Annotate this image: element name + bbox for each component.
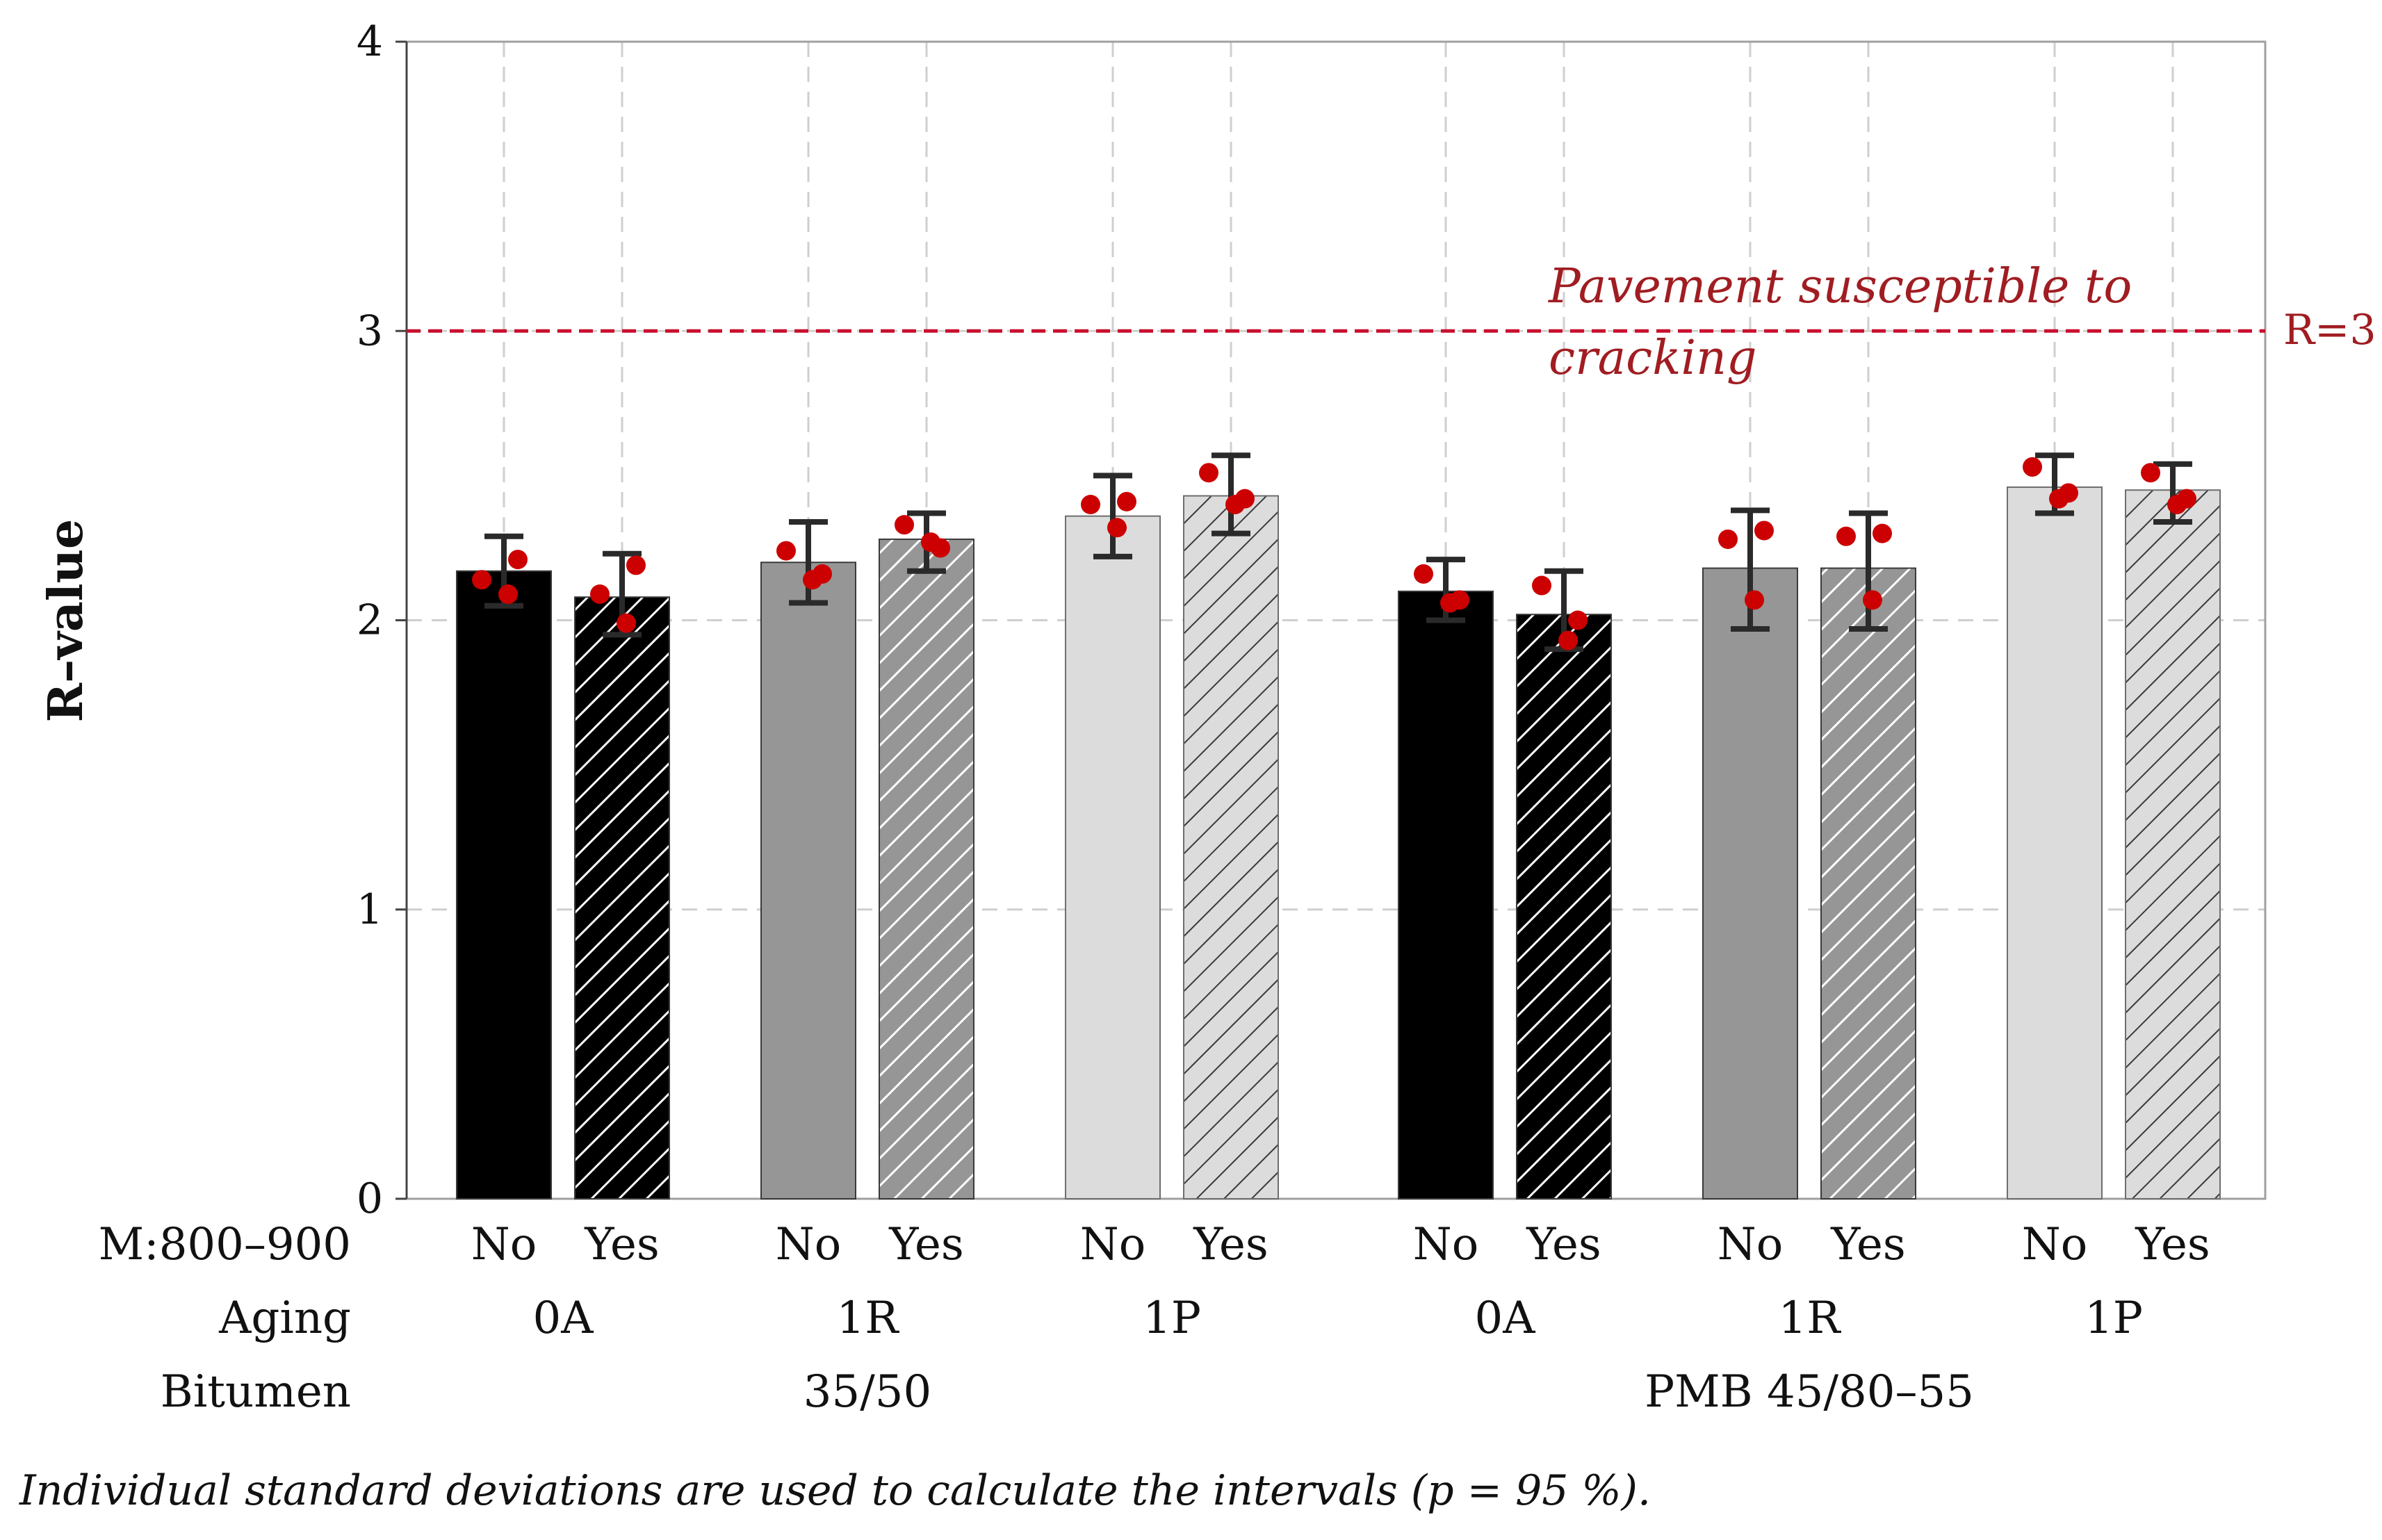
x-label-m-3: Yes: [888, 1219, 963, 1270]
point-7-1: [1568, 610, 1588, 630]
bar-5: [1183, 495, 1279, 1199]
point-2-2: [803, 570, 822, 590]
point-7-2: [1558, 630, 1578, 650]
threshold-annotation-line2: cracking: [1549, 331, 1757, 386]
bars: [456, 486, 2221, 1199]
point-1-0: [590, 584, 610, 605]
point-11-0: [2141, 463, 2160, 483]
point-4-1: [1117, 491, 1136, 511]
bar-6: [1398, 590, 1494, 1199]
point-1-2: [617, 613, 636, 633]
bar-4: [1065, 515, 1161, 1199]
ytick-label-2: 2: [357, 596, 383, 645]
bar-9: [1820, 567, 1916, 1199]
x-label-m-0: No: [471, 1219, 537, 1270]
bar-0: [456, 570, 552, 1199]
point-4-2: [1107, 518, 1127, 538]
point-9-2: [1863, 590, 1882, 610]
row-label-m: M:800–900: [99, 1219, 351, 1270]
x-label-aging-1: 1R: [837, 1293, 900, 1344]
y-axis-label: R–value: [38, 519, 94, 723]
x-label-m-7: Yes: [1526, 1219, 1601, 1270]
row-label-bitumen: Bitumen: [161, 1366, 351, 1418]
x-category-labels: No Yes No Yes No Yes No Yes No Yes No Yes 0A 1R 1P 0A 1R…: [471, 1219, 2210, 1418]
x-label-m-8: No: [1718, 1219, 1784, 1270]
ytick-label-4: 4: [357, 17, 383, 66]
point-3-0: [895, 515, 914, 535]
x-label-m-1: Yes: [584, 1219, 659, 1270]
bar-8: [1702, 567, 1798, 1199]
point-9-0: [1836, 526, 1856, 546]
point-4-0: [1081, 495, 1100, 514]
data-points: [472, 457, 2196, 650]
x-label-m-5: Yes: [1193, 1219, 1268, 1270]
error-bars: [484, 452, 2192, 653]
threshold-label: R=3: [2283, 306, 2376, 354]
x-label-m-11: Yes: [2135, 1219, 2210, 1270]
footnote: Individual standard deviations are used …: [19, 1466, 1651, 1515]
ytick-label-3: 3: [357, 306, 383, 355]
point-9-1: [1873, 523, 1892, 543]
bar-1: [574, 596, 670, 1199]
bar-11: [2125, 489, 2221, 1199]
point-2-0: [776, 541, 796, 561]
point-6-2: [1440, 593, 1460, 613]
ytick-label-0: 0: [357, 1174, 383, 1223]
bar-3: [879, 538, 974, 1199]
x-label-m-9: Yes: [1830, 1219, 1905, 1270]
point-10-2: [2049, 489, 2069, 509]
point-0-2: [498, 584, 518, 605]
point-7-0: [1532, 575, 1551, 596]
point-5-0: [1199, 463, 1218, 483]
bar-2: [760, 562, 856, 1199]
y-ticks: 0 1 2 3 4: [357, 17, 407, 1223]
x-label-aging-4: 1R: [1779, 1293, 1842, 1344]
x-label-m-4: No: [1080, 1219, 1146, 1270]
x-label-m-2: No: [776, 1219, 842, 1270]
bar-7: [1516, 614, 1612, 1199]
point-8-1: [1754, 521, 1774, 541]
point-6-0: [1414, 564, 1433, 584]
bar-10: [2007, 486, 2103, 1199]
point-0-1: [508, 550, 528, 570]
row-label-aging: Aging: [218, 1293, 351, 1344]
point-8-0: [1718, 529, 1738, 549]
point-1-1: [626, 555, 646, 575]
x-label-aging-3: 0A: [1475, 1293, 1536, 1344]
point-5-2: [1225, 495, 1245, 514]
x-label-bitumen-1: PMB 45/80–55: [1645, 1366, 1974, 1418]
x-label-aging-0: 0A: [533, 1293, 594, 1344]
point-3-2: [921, 532, 940, 552]
x-label-aging-2: 1P: [1143, 1293, 1201, 1344]
point-8-2: [1745, 590, 1764, 610]
threshold-annotation-line1: Pavement susceptible to: [1547, 259, 2132, 314]
ytick-label-1: 1: [357, 885, 383, 934]
x-label-aging-5: 1P: [2085, 1293, 2143, 1344]
x-label-m-10: No: [2022, 1219, 2088, 1270]
point-0-0: [472, 570, 491, 590]
point-11-2: [2167, 495, 2187, 514]
x-label-m-6: No: [1413, 1219, 1479, 1270]
x-label-bitumen-0: 35/50: [803, 1366, 931, 1418]
point-10-0: [2023, 457, 2042, 477]
grid-layer: [407, 42, 2265, 1199]
